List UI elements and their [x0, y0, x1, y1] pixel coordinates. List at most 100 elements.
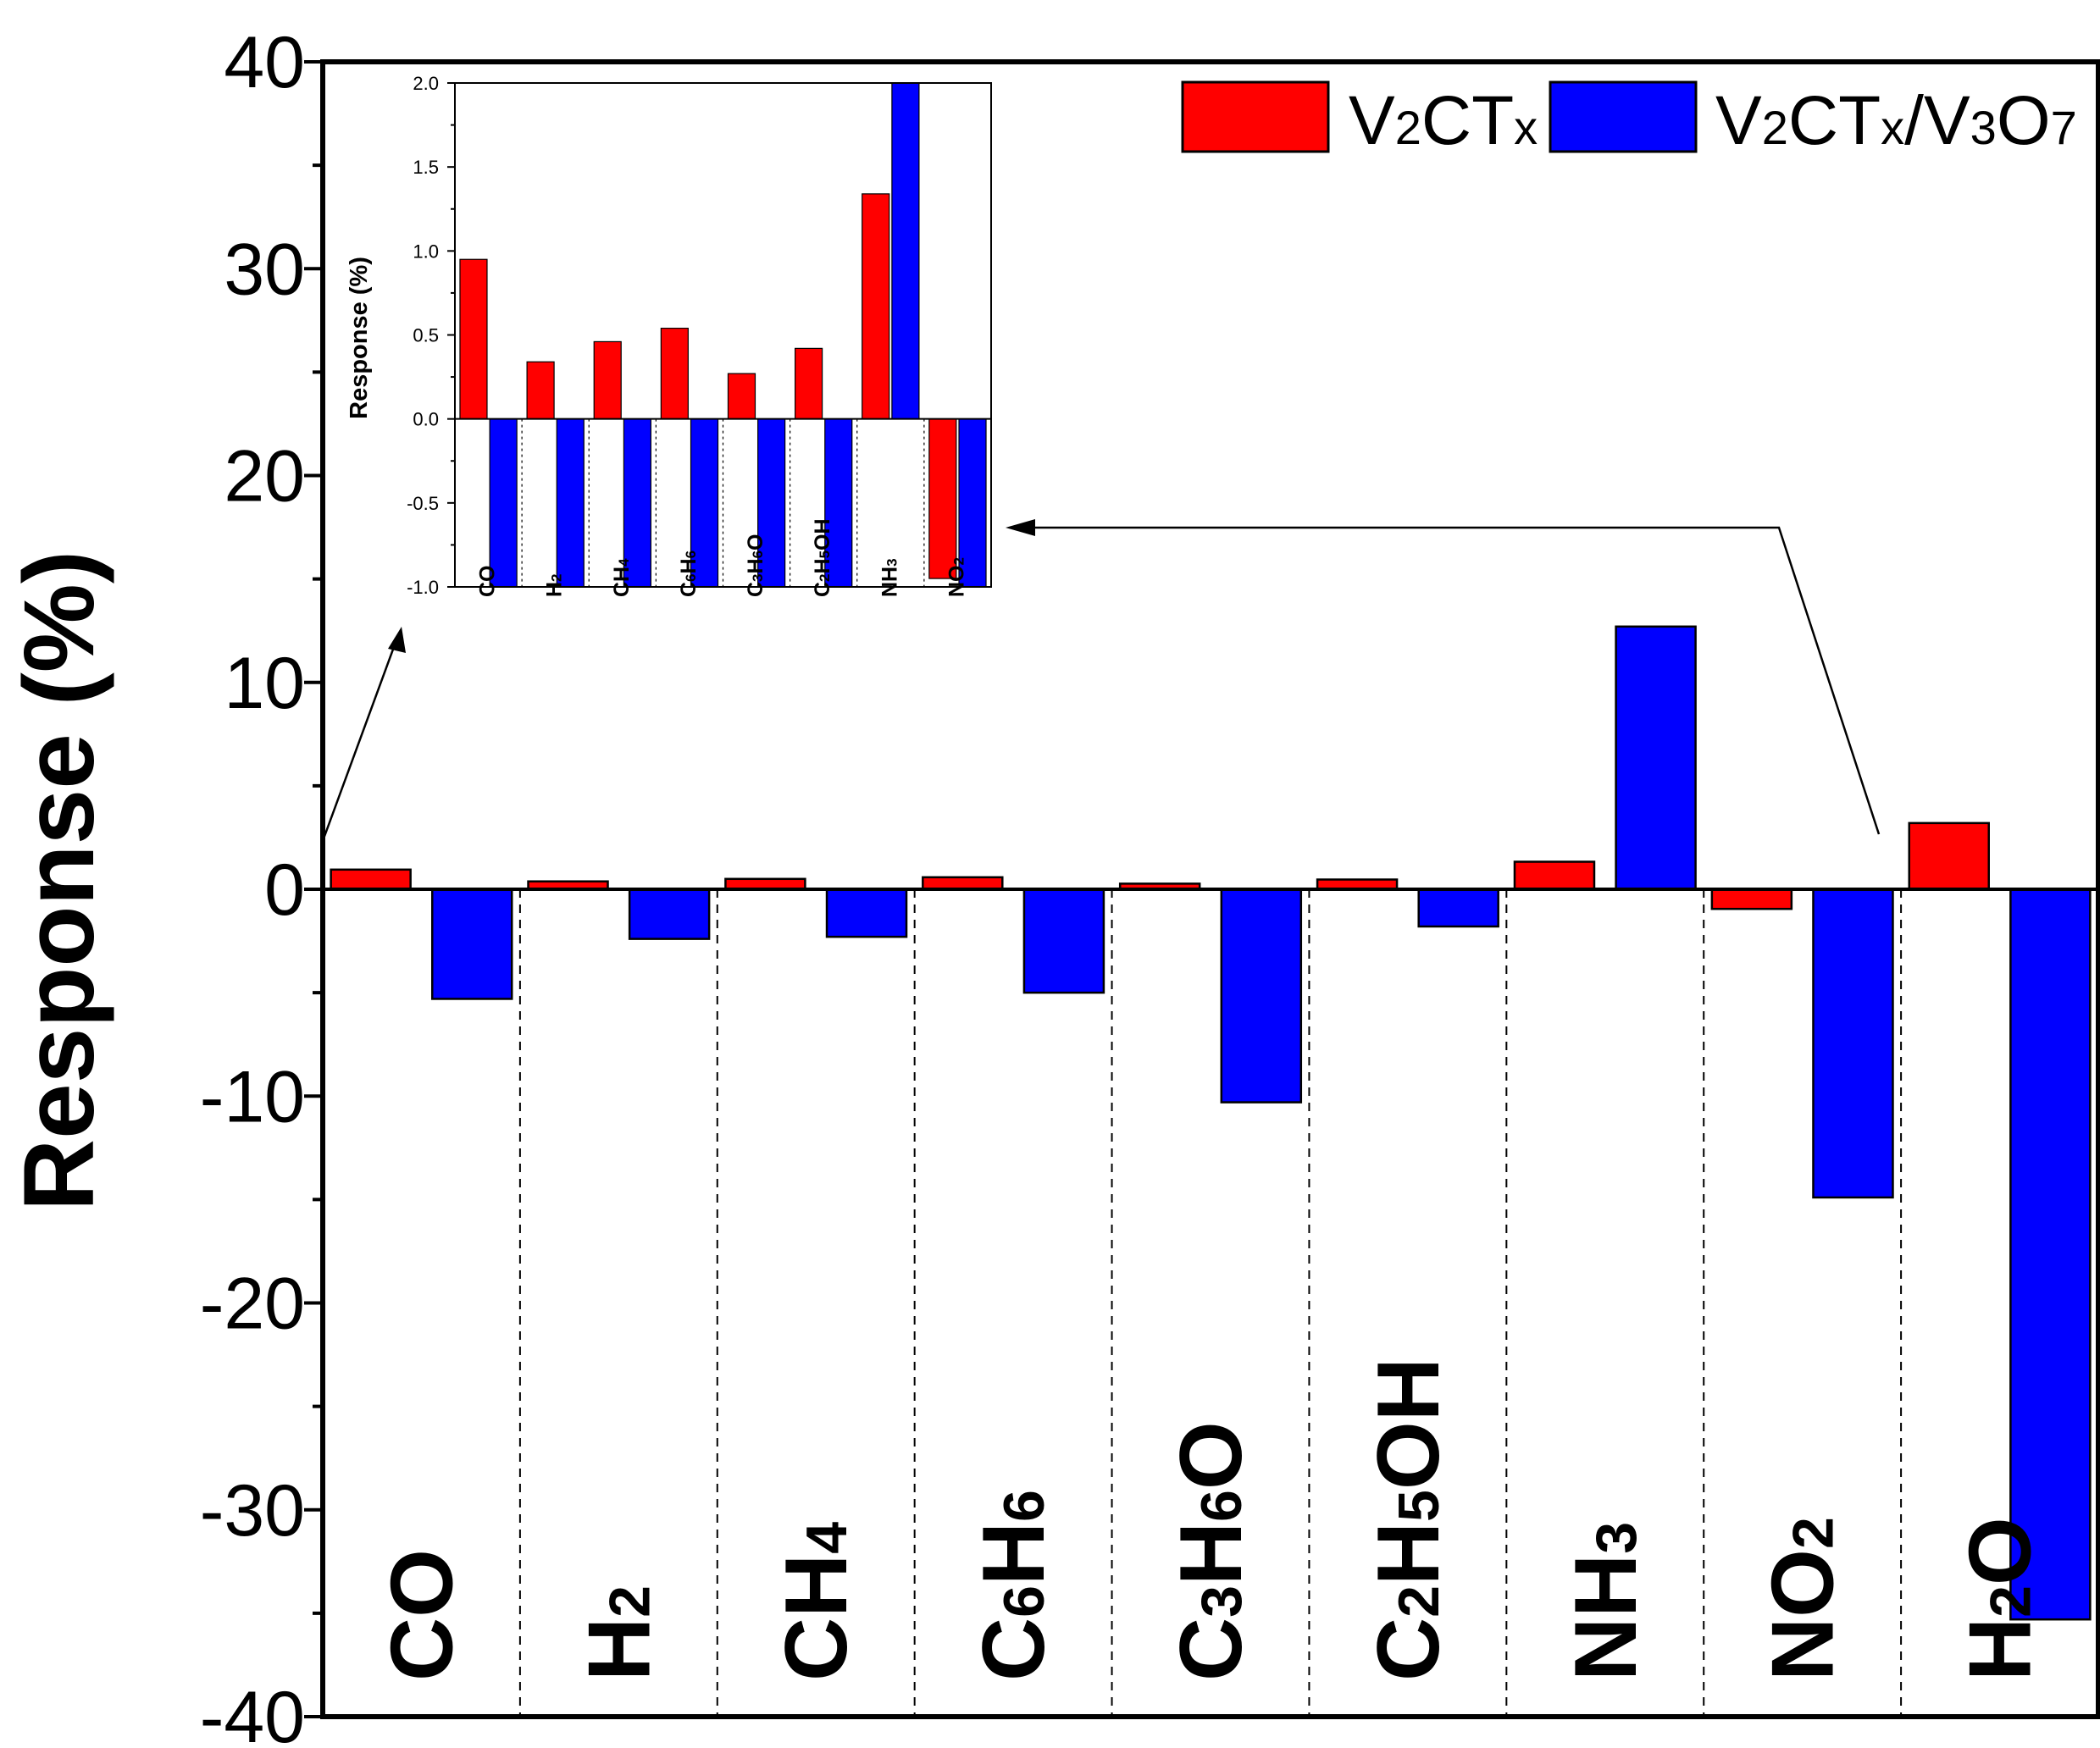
bar-v2ctx-v3o7-nh3	[891, 82, 920, 420]
label-run: C	[677, 582, 701, 597]
bar-v2ctx-v3o7-h2	[556, 418, 585, 588]
label-run: OH	[1360, 1358, 1458, 1490]
label-run: NH	[1557, 1554, 1655, 1681]
label-run: O	[1952, 1517, 2050, 1585]
bar-v2ctx-v3o7-no2	[958, 418, 987, 588]
inset-y-axis-label: Response (%)	[346, 257, 373, 419]
subscript-run: 2	[1781, 1517, 1846, 1549]
subscript-run: 6	[1189, 1490, 1254, 1522]
inset-y-tick-labels: -1.0 -0.5 0.0 0.5 1.0 1.5 2.0	[407, 73, 439, 598]
bar-v2ctx-v3o7-ch4	[825, 888, 908, 938]
inset-callout-arrows	[321, 519, 1881, 842]
legend-label-v2ctx: V2CTx	[1349, 82, 1538, 159]
subscript-run: 2	[1387, 1585, 1451, 1618]
bar-v2ctx-h2	[526, 361, 555, 420]
x-tick-label-no2: NO2	[945, 557, 968, 597]
x-tick-label-h2: H2	[543, 573, 567, 597]
bar-v2ctx-v3o7-co	[489, 418, 518, 588]
legend-label-v2ctx-v3o7: V2CTx/V3O7	[1715, 82, 2077, 159]
bar-v2ctx-v3o7-nh3	[1615, 625, 1697, 891]
subscript-run: 2	[950, 557, 967, 565]
bar-v2ctx-v3o7-c3h6o	[757, 418, 786, 588]
x-tick-label-co: CO	[373, 1549, 471, 1681]
legend-swatch-v2ctx-v3o7	[1549, 80, 1698, 153]
label-run: NO	[945, 566, 968, 598]
y-tick-label: -20	[200, 1264, 305, 1345]
bar-v2ctx-nh3	[1513, 860, 1596, 891]
subscript-run: 2	[1979, 1585, 2043, 1618]
x-tick-label-nh3: NH3	[878, 558, 901, 597]
y-tick-label: 30	[224, 229, 305, 310]
x-tick-label-ch4: CH4	[767, 1522, 866, 1681]
bar-v2ctx-c3h6o	[727, 373, 756, 420]
subscript-run: 2	[1395, 101, 1421, 154]
label-run: H	[1952, 1618, 2050, 1681]
label-run: H	[1360, 1522, 1458, 1585]
label-run: H	[1162, 1522, 1261, 1585]
bar-v2ctx-nh3	[862, 193, 890, 420]
legend: V2CTx V2CTx/V3O7	[1181, 80, 2077, 159]
x-tick-label-ch4: CH4	[610, 558, 634, 597]
bar-v2ctx-v3o7-h2	[628, 888, 711, 940]
y-tick-label: 0.0	[413, 409, 439, 430]
label-run: NO	[1754, 1549, 1853, 1681]
label-run: C	[744, 582, 767, 597]
subscript-run: 2	[1762, 101, 1788, 154]
y-tick-label: -10	[200, 1056, 305, 1137]
y-tick-label: -30	[200, 1470, 305, 1552]
bar-v2ctx-v3o7-c3h6o	[1220, 888, 1303, 1104]
subscript-run: 6	[683, 550, 699, 558]
subscript-run: 6	[992, 1490, 1056, 1522]
x-tick-label-c6h6: C6H6	[677, 550, 701, 597]
bar-v2ctx-c6h6	[922, 876, 1004, 891]
subscript-run: 6	[683, 573, 699, 581]
callout-arrow-head	[1006, 519, 1035, 536]
subscript-run: 6	[750, 550, 766, 558]
bar-v2ctx-v3o7-h2o	[2009, 888, 2092, 1621]
x-tick-label-h2: H2	[570, 1585, 668, 1681]
y-tick-label: 20	[224, 436, 305, 517]
main-y-axis-label: Response (%)	[3, 550, 115, 1211]
legend-swatch-v2ctx	[1181, 80, 1330, 153]
bar-v2ctx-co	[330, 868, 412, 891]
subscript-run: x	[1881, 101, 1904, 154]
label-run: V	[1349, 82, 1395, 159]
bar-v2ctx-v3o7-no2	[1812, 888, 1894, 1199]
bar-v2ctx-ch4	[593, 340, 622, 420]
label-run: O	[1162, 1421, 1261, 1490]
label-run: C	[1162, 1618, 1261, 1681]
main-y-tick-labels: -40 -30 -20 -10 0 10 20 30 40	[200, 22, 305, 1748]
subscript-run: 3	[1970, 101, 1997, 154]
subscript-run: 5	[1387, 1490, 1451, 1522]
subscript-run: 3	[1189, 1585, 1254, 1618]
label-run: /V	[1904, 82, 1970, 159]
label-run: O	[744, 534, 767, 550]
bar-v2ctx-c6h6	[660, 327, 689, 420]
x-tick-label-c2h5oh: C2H5OH	[811, 518, 834, 597]
label-run: CT	[1788, 82, 1881, 159]
subscript-run: 4	[616, 558, 632, 567]
bar-v2ctx-v3o7-c6h6	[690, 418, 719, 588]
subscript-run: 4	[795, 1522, 859, 1554]
bar-v2ctx-h2o	[1908, 821, 1990, 891]
y-tick-label: 40	[224, 22, 305, 103]
main-y-ticks	[304, 60, 323, 1718]
label-run: C	[965, 1618, 1063, 1681]
y-tick-label: -1.0	[407, 577, 439, 598]
main-category-separators	[518, 889, 1903, 1717]
label-run: H	[965, 1522, 1063, 1585]
main-bars	[330, 625, 2092, 1621]
label-run: O	[1997, 82, 2051, 159]
label-run: C	[811, 582, 834, 597]
bar-v2ctx-co	[459, 258, 488, 420]
x-tick-label-h2o: H2O	[1952, 1517, 2050, 1681]
label-run: CO	[373, 1549, 471, 1681]
label-run: CT	[1421, 82, 1514, 159]
inset-plot: -1.0-0.50.00.51.01.52.0 CO H2 CH4C6H6C3H6O…	[346, 73, 992, 598]
bar-v2ctx-v3o7-c6h6	[1022, 888, 1105, 994]
inset-bars	[459, 82, 987, 588]
x-tick-label-c6h6: C6H6	[965, 1490, 1063, 1681]
